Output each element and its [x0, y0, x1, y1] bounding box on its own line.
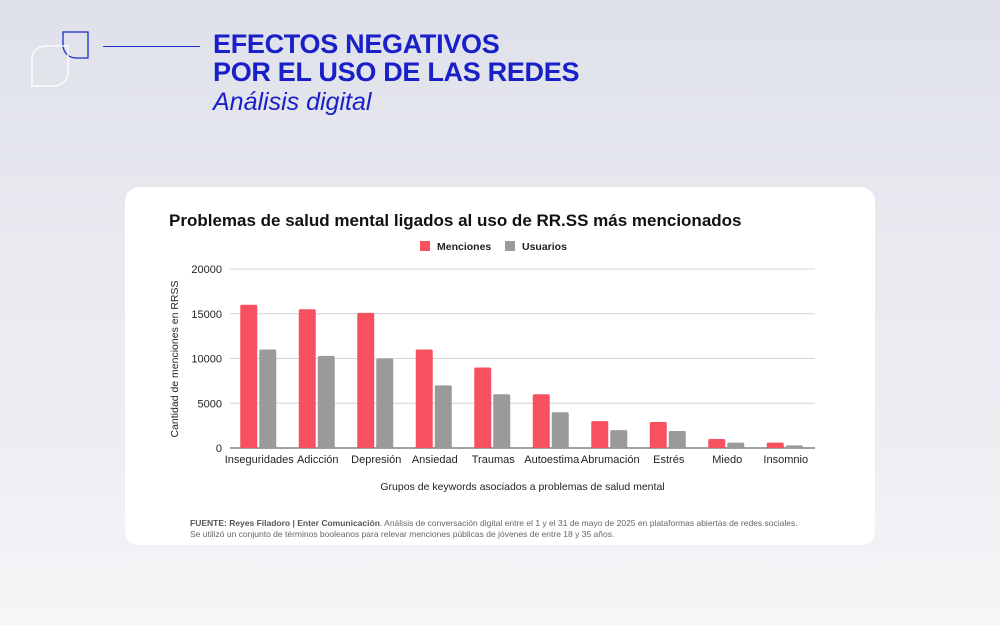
x-tick-label: Adicción — [297, 454, 339, 466]
y-axis-label: Cantidad de menciones en RRSS — [169, 280, 181, 437]
bar-usuarios — [434, 385, 452, 448]
x-tick-label: Abrumación — [581, 454, 640, 466]
x-tick-label: Traumas — [472, 454, 515, 466]
bar-usuarios — [610, 430, 628, 448]
y-tick-label: 15000 — [191, 309, 222, 321]
bar-usuarios — [668, 430, 686, 448]
x-tick-label: Miedo — [712, 454, 742, 466]
bar-menciones — [298, 309, 316, 448]
y-tick-label: 0 — [216, 443, 222, 455]
y-tick-label: 10000 — [191, 354, 222, 366]
x-tick-label: Depresión — [351, 454, 401, 466]
bar-menciones — [591, 421, 609, 448]
bar-usuarios — [785, 445, 803, 448]
x-axis-label: Grupos de keywords asociados a problemas… — [380, 481, 664, 493]
bar-menciones — [766, 442, 784, 448]
y-tick-label: 5000 — [198, 398, 222, 410]
bar-menciones — [474, 367, 492, 448]
bar-usuarios — [376, 358, 394, 448]
x-tick-label: Insomnio — [763, 454, 808, 466]
bar-usuarios — [727, 442, 745, 448]
decorative-line — [103, 46, 200, 47]
legend-label-usuarios: Usuarios — [522, 241, 567, 253]
x-tick-label: Inseguridades — [225, 454, 295, 466]
legend-label-menciones: Menciones — [437, 241, 491, 253]
legend-swatch-usuarios — [505, 241, 515, 251]
x-tick-label: Autoestima — [524, 454, 580, 466]
brand-logo-icon — [31, 31, 89, 87]
bar-usuarios — [259, 349, 277, 448]
bar-menciones — [708, 439, 726, 448]
y-tick-label: 20000 — [191, 264, 222, 276]
bar-menciones — [649, 422, 667, 448]
chart-card: Problemas de salud mental ligados al uso… — [125, 187, 875, 545]
bar-menciones — [415, 349, 433, 448]
source-note: FUENTE: Reyes Filadoro | Enter Comunicac… — [190, 518, 798, 539]
chart-title: Problemas de salud mental ligados al uso… — [169, 211, 742, 230]
bar-menciones — [240, 304, 258, 448]
legend-swatch-menciones — [420, 241, 430, 251]
bar-menciones — [357, 312, 375, 448]
x-tick-label: Ansiedad — [412, 454, 458, 466]
page-title: EFECTOS NEGATIVOS POR EL USO DE LAS REDES — [213, 29, 580, 87]
bar-usuarios — [493, 394, 511, 448]
page-subtitle: Análisis digital — [213, 88, 372, 116]
bar-chart: 0 5000 10000 15000 20000 Inseguridades Adicció… — [169, 241, 815, 493]
bar-usuarios — [317, 355, 335, 448]
x-tick-label: Estrés — [653, 454, 685, 466]
bar-menciones — [532, 394, 550, 448]
bar-usuarios — [551, 412, 569, 448]
